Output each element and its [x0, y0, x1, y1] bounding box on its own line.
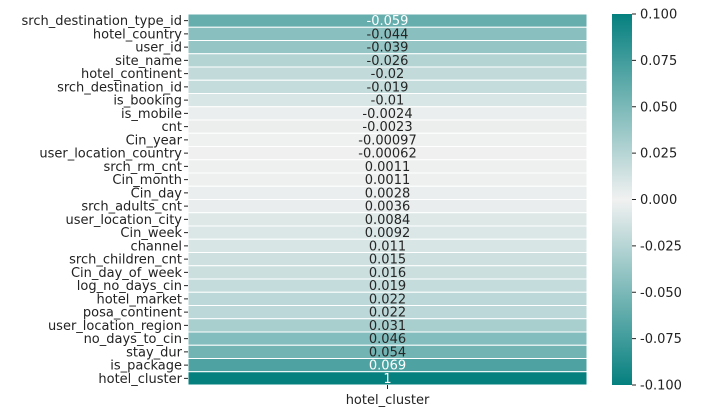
colorbar-tick-label: -0.075	[640, 332, 682, 347]
cell-value-label: -0.044	[367, 27, 409, 42]
cell-value-label: 0.0036	[365, 200, 411, 215]
cell-value-label: 0.0011	[365, 173, 411, 188]
cell-value-label: 0.015	[369, 253, 406, 268]
row-label: srch_destination_id	[57, 80, 182, 95]
row-label: hotel_country	[93, 27, 182, 42]
cell-value-label: 0.0084	[365, 213, 411, 228]
colorbar: -0.100 -0.075 -0.050 -0.025 0.000 0.025 0.050 0…	[612, 8, 682, 394]
cell-value-label: 0.031	[369, 319, 406, 334]
colorbar-tick-label: 0.000	[640, 193, 677, 208]
colorbar-tick-label: 0.025	[640, 147, 677, 162]
row-label: cnt	[162, 120, 182, 135]
row-label: is_package	[110, 359, 182, 374]
cell-value-label: 0.069	[369, 359, 406, 374]
row-label: no_days_to_cin	[84, 332, 182, 347]
cell-value-label: 0.0092	[365, 226, 411, 241]
cell-value-label: -0.00062	[358, 147, 416, 162]
cell-value-label: 0.011	[369, 239, 406, 254]
cell-value-label: 0.022	[369, 306, 406, 321]
row-label: hotel_market	[96, 292, 182, 307]
cell-value-label: 0.016	[369, 266, 406, 281]
row-label: user_id	[135, 41, 182, 56]
cell-value-label: -0.01	[371, 94, 405, 109]
colorbar-tick-label: -0.100	[640, 379, 682, 394]
colorbar-tick-label: 0.100	[640, 8, 677, 23]
colorbar-tick-label: 0.050	[640, 100, 677, 115]
cell-value-label: -0.019	[367, 80, 409, 95]
colorbar-tick-label: 0.075	[640, 54, 677, 69]
cell-value-label: -0.00097	[358, 133, 416, 148]
row-label: Cin_day	[131, 186, 183, 201]
row-label: Cin_year	[126, 133, 183, 148]
row-label: user_location_city	[66, 213, 183, 228]
cell-value-label: 0.0011	[365, 160, 411, 175]
row-label: user_location_country	[39, 147, 182, 162]
row-label: Cin_month	[112, 173, 182, 188]
cell-value-label: -0.02	[371, 67, 405, 82]
row-label: is_mobile	[121, 107, 182, 122]
cell-value-label: -0.0024	[362, 107, 412, 122]
row-label: srch_children_cnt	[69, 253, 182, 268]
cell-value-label: 0.054	[369, 345, 406, 360]
row-label: hotel_cluster	[98, 372, 182, 387]
heatmap-rows: -0.059 srch_destination_type_id -0.044 hote…	[22, 13, 588, 387]
colorbar-tick-label: -0.025	[640, 239, 682, 254]
row-label: Cin_week	[120, 226, 182, 241]
row-label: Cin_day_of_week	[71, 266, 182, 281]
row-label: site_name	[115, 54, 182, 69]
cell-value-label: 1	[383, 372, 391, 387]
row-label: user_location_region	[48, 319, 182, 334]
cell-value-label: -0.0023	[362, 120, 412, 135]
cell-value-label: 0.0028	[365, 186, 411, 201]
row-label: hotel_continent	[81, 67, 182, 82]
cell-value-label: -0.059	[367, 14, 409, 29]
row-label: srch_rm_cnt	[104, 160, 182, 175]
row-label: log_no_days_cin	[77, 279, 182, 294]
cell-value-label: 0.022	[369, 292, 406, 307]
row-label: channel	[131, 239, 182, 254]
row-label: srch_destination_type_id	[22, 14, 182, 29]
row-label: srch_adults_cnt	[81, 200, 182, 215]
row-label: posa_continent	[83, 306, 182, 321]
colorbar-gradient	[612, 14, 632, 385]
cell-value-label: -0.039	[367, 41, 409, 56]
x-tick-label: hotel_cluster	[346, 393, 430, 408]
cell-value-label: 0.019	[369, 279, 406, 294]
row-label: stay_dur	[126, 345, 183, 360]
cell-value-label: -0.026	[367, 54, 409, 69]
colorbar-tick-label: -0.050	[640, 286, 682, 301]
row-label: is_booking	[113, 94, 182, 109]
cell-value-label: 0.046	[369, 332, 406, 347]
